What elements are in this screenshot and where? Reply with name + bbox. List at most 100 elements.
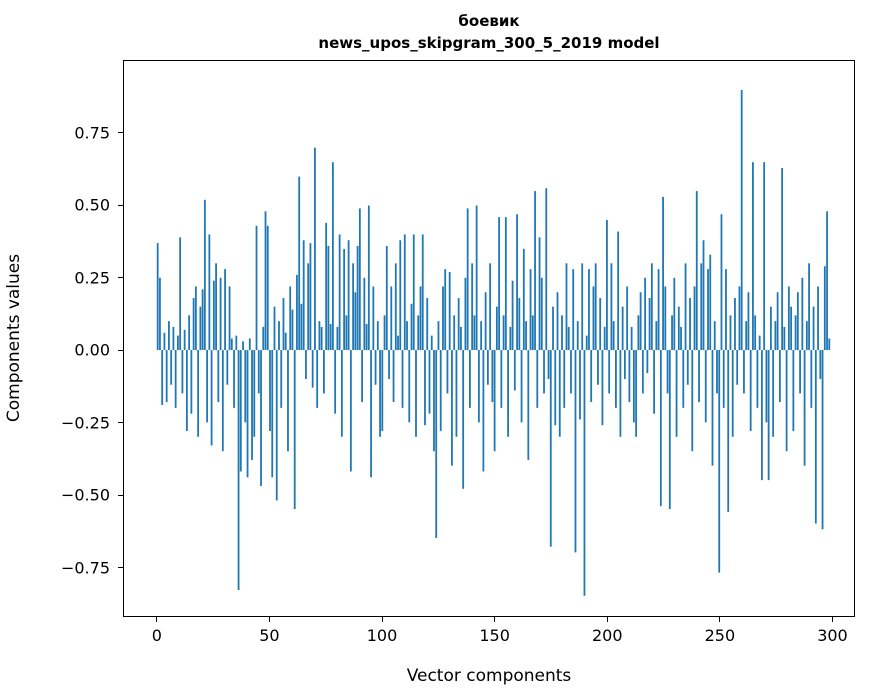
bar — [529, 269, 532, 351]
bar — [781, 167, 784, 351]
bar — [347, 240, 350, 351]
bar — [170, 350, 173, 385]
chart-title-word: боевик — [458, 12, 520, 30]
bar — [628, 350, 631, 403]
bars-plot — [156, 89, 831, 596]
bar — [738, 286, 741, 351]
bar — [260, 350, 262, 486]
bar — [745, 321, 748, 351]
bar — [765, 350, 768, 423]
bar — [433, 350, 435, 452]
bar — [352, 263, 355, 351]
bar — [201, 289, 204, 351]
bar — [257, 350, 260, 394]
bar — [790, 306, 793, 351]
bar — [224, 269, 226, 351]
bar — [814, 350, 817, 524]
bar — [507, 350, 509, 437]
bar — [194, 286, 197, 351]
bar — [255, 225, 258, 351]
bar — [644, 277, 647, 351]
bar — [354, 292, 357, 351]
bar — [280, 350, 283, 408]
bar — [785, 350, 788, 452]
bar — [244, 350, 247, 423]
bar — [664, 286, 667, 351]
bar — [365, 324, 368, 351]
bar — [473, 315, 476, 351]
bar — [597, 350, 599, 385]
bar — [226, 350, 229, 385]
bar — [181, 350, 184, 394]
bar — [264, 211, 267, 351]
bar — [493, 350, 496, 452]
bar — [576, 321, 579, 351]
bar — [686, 350, 689, 385]
bar — [718, 350, 721, 573]
bar — [210, 350, 213, 446]
bar — [769, 306, 772, 351]
bar — [246, 350, 249, 478]
bar — [646, 350, 649, 374]
bar — [237, 350, 240, 590]
bar — [233, 350, 235, 408]
bar — [385, 246, 388, 351]
bar — [819, 350, 822, 379]
bar — [323, 350, 325, 394]
x-tick-label: 100 — [366, 626, 398, 645]
bar — [410, 303, 413, 351]
bar — [567, 326, 570, 351]
bar — [585, 335, 588, 351]
bar — [740, 89, 743, 351]
bar — [471, 263, 474, 351]
bar — [489, 263, 492, 351]
x-tick-mark — [719, 617, 721, 622]
bar — [711, 350, 714, 466]
bar — [390, 286, 393, 351]
bar — [623, 350, 626, 379]
bar — [547, 350, 550, 379]
x-tick-mark — [831, 617, 833, 622]
bar — [367, 205, 370, 351]
bar — [331, 162, 334, 351]
bar — [345, 315, 348, 351]
bar — [772, 350, 775, 437]
bar — [480, 321, 483, 351]
bar — [408, 350, 411, 423]
bar — [163, 332, 166, 351]
bar — [641, 350, 644, 394]
bar — [630, 326, 633, 351]
bar — [199, 306, 202, 351]
bar — [168, 321, 170, 351]
bar — [495, 306, 498, 351]
bar — [707, 269, 709, 351]
bar — [650, 263, 653, 351]
bar — [334, 350, 337, 414]
bar — [482, 350, 485, 472]
y-tick-mark — [118, 494, 123, 496]
bar — [599, 298, 602, 351]
bar — [325, 222, 328, 351]
bar — [457, 298, 460, 351]
x-tick-label: 150 — [479, 626, 510, 645]
bar — [183, 329, 186, 351]
bar — [340, 350, 343, 437]
bar — [579, 350, 581, 420]
bar — [475, 205, 478, 351]
bar — [767, 350, 770, 481]
bar — [801, 277, 804, 351]
bar — [172, 326, 175, 351]
y-tick-label: −0.75 — [60, 558, 110, 578]
bar — [428, 350, 431, 414]
bar — [659, 350, 662, 507]
x-tick-label: 250 — [704, 626, 736, 645]
y-tick-label: −0.25 — [60, 413, 110, 433]
bar — [612, 321, 615, 351]
bar — [682, 350, 685, 408]
bar — [520, 350, 523, 423]
bar — [363, 277, 366, 351]
bar — [361, 350, 363, 403]
bar — [372, 286, 375, 351]
bar — [349, 350, 352, 472]
bar — [727, 350, 730, 512]
